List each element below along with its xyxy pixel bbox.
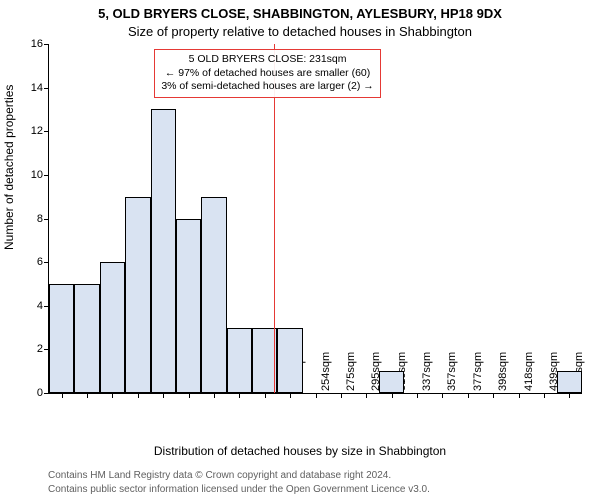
y-tick-label: 10	[15, 169, 43, 181]
x-tick	[189, 393, 190, 398]
y-tick	[44, 44, 49, 45]
x-tick	[544, 393, 545, 398]
x-tick	[366, 393, 367, 398]
x-tick-label: 254sqm	[320, 352, 332, 391]
x-tick	[138, 393, 139, 398]
x-tick	[519, 393, 520, 398]
x-tick	[468, 393, 469, 398]
x-tick-label: 337sqm	[421, 352, 433, 391]
x-tick	[569, 393, 570, 398]
x-tick-label: 275sqm	[345, 352, 357, 391]
y-tick-label: 14	[15, 82, 43, 94]
credits-text: Contains HM Land Registry data © Crown c…	[48, 469, 590, 496]
x-tick	[341, 393, 342, 398]
histogram-bar	[201, 197, 226, 393]
histogram-bar	[151, 109, 176, 393]
x-tick	[417, 393, 418, 398]
y-tick	[44, 131, 49, 132]
credits-line: Contains HM Land Registry data © Crown c…	[48, 469, 590, 483]
chart-title: 5, OLD BRYERS CLOSE, SHABBINGTON, AYLESB…	[0, 6, 600, 21]
annotation-line: ← 97% of detached houses are smaller (60…	[161, 67, 373, 81]
x-tick	[392, 393, 393, 398]
histogram-bar	[227, 328, 252, 393]
x-tick	[265, 393, 266, 398]
y-tick-label: 12	[15, 125, 43, 137]
x-tick	[493, 393, 494, 398]
x-tick-label: 357sqm	[446, 352, 458, 391]
y-tick	[44, 393, 49, 394]
x-tick	[442, 393, 443, 398]
x-tick	[163, 393, 164, 398]
histogram-bar	[557, 371, 582, 393]
x-tick-label: 418sqm	[523, 352, 535, 391]
x-tick	[62, 393, 63, 398]
y-axis-label: Number of detached properties	[2, 85, 16, 250]
y-tick	[44, 262, 49, 263]
x-tick	[316, 393, 317, 398]
x-tick	[290, 393, 291, 398]
credits-line: Contains public sector information licen…	[48, 483, 590, 497]
y-tick-label: 2	[15, 343, 43, 355]
y-tick	[44, 219, 49, 220]
x-axis-label: Distribution of detached houses by size …	[0, 444, 600, 458]
histogram-bar	[379, 371, 404, 393]
y-tick-label: 8	[15, 213, 43, 225]
annotation-line: 5 OLD BRYERS CLOSE: 231sqm	[161, 53, 373, 67]
annotation-line: 3% of semi-detached houses are larger (2…	[161, 80, 373, 94]
histogram-bar	[125, 197, 150, 393]
y-tick-label: 6	[15, 256, 43, 268]
x-tick-label: 398sqm	[497, 352, 509, 391]
y-tick-label: 16	[15, 38, 43, 50]
histogram-bar	[49, 284, 74, 393]
chart-subtitle: Size of property relative to detached ho…	[0, 24, 600, 39]
x-tick	[214, 393, 215, 398]
x-tick	[87, 393, 88, 398]
histogram-bar	[74, 284, 99, 393]
plot-area: 024681012141649sqm70sqm90sqm111sqm131sqm…	[48, 44, 582, 394]
chart-container: 5, OLD BRYERS CLOSE, SHABBINGTON, AYLESB…	[0, 0, 600, 500]
x-tick	[112, 393, 113, 398]
x-tick-label: 377sqm	[472, 352, 484, 391]
histogram-bar	[176, 219, 201, 394]
x-tick	[239, 393, 240, 398]
y-tick	[44, 88, 49, 89]
histogram-bar	[100, 262, 125, 393]
y-tick	[44, 175, 49, 176]
annotation-box: 5 OLD BRYERS CLOSE: 231sqm← 97% of detac…	[154, 49, 380, 98]
histogram-bar	[277, 328, 302, 393]
y-tick-label: 0	[15, 387, 43, 399]
y-tick-label: 4	[15, 300, 43, 312]
